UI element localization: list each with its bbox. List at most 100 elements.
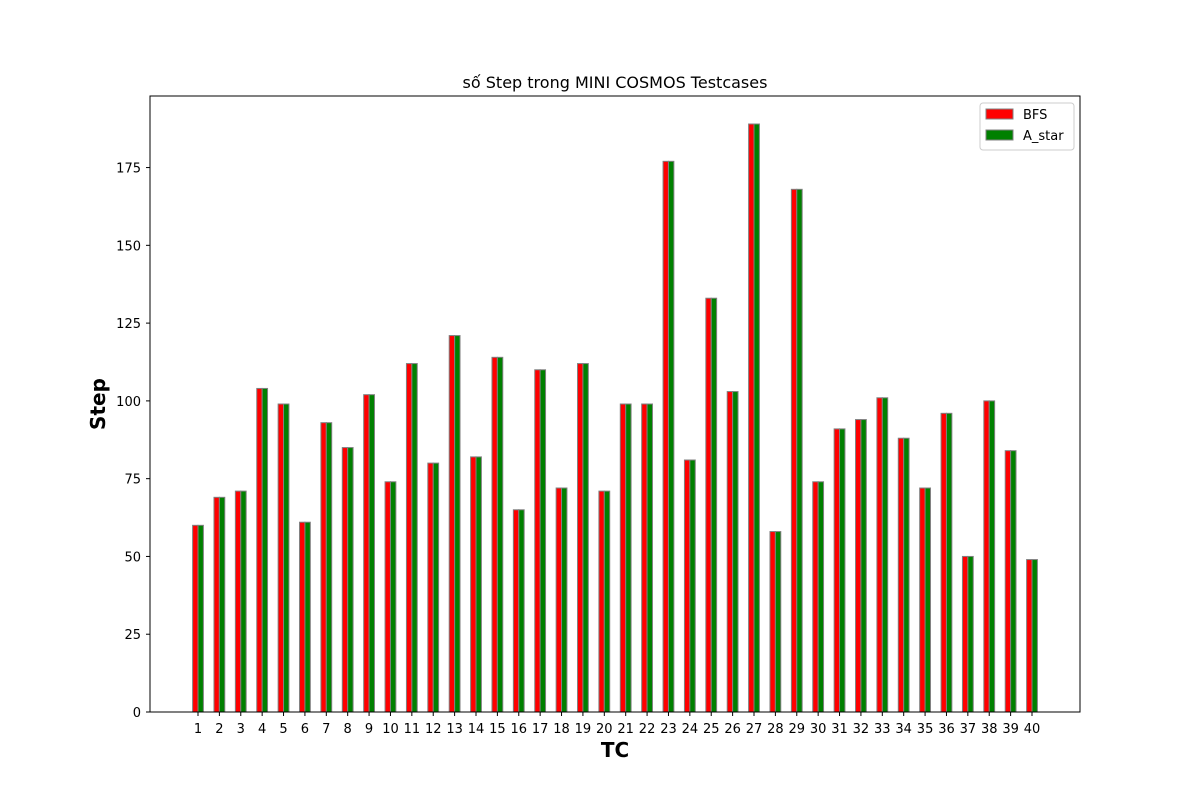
- bar-bfs-30: [812, 481, 819, 713]
- bar-a-star-1: [197, 524, 204, 713]
- y-tick-label: 125: [116, 317, 141, 332]
- x-tick-label: 11: [404, 722, 421, 737]
- x-tick-label: 34: [895, 722, 912, 737]
- x-tick-label: 6: [301, 722, 309, 737]
- bar-bfs-38: [983, 400, 990, 713]
- x-tick-label: 33: [874, 722, 891, 737]
- bar-bfs-17: [534, 369, 541, 713]
- bar-bfs-6: [299, 521, 306, 713]
- x-axis-ticks: 1 2 3 4 5 6 7 8 9 10 11 12 13 14 15 16 17 18 19 20 21 22 23 24 2…: [194, 712, 1040, 737]
- x-tick-label: 5: [279, 722, 287, 737]
- x-tick-label: 12: [425, 722, 442, 737]
- x-tick-label: 27: [746, 722, 763, 737]
- y-tick-label: 175: [116, 162, 141, 177]
- bar-bfs-39: [1004, 450, 1012, 713]
- x-tick-label: 4: [258, 722, 266, 737]
- bar-a-star-19: [582, 363, 589, 713]
- bar-a-star-20: [603, 490, 611, 713]
- x-tick-label: 3: [237, 722, 245, 737]
- x-tick-label: 32: [853, 722, 870, 737]
- bar-bfs-8: [341, 447, 349, 713]
- bar-bfs-36: [940, 412, 947, 713]
- bar-bfs-24: [683, 459, 691, 713]
- bar-a-star-39: [1010, 450, 1017, 713]
- x-axis-title: TC: [601, 738, 629, 762]
- bar-bfs-21: [619, 403, 627, 713]
- bar-bfs-3: [234, 490, 242, 713]
- x-tick-label: 2: [215, 722, 223, 737]
- bar-a-star-8: [347, 447, 354, 713]
- bar-a-star-4: [261, 387, 269, 713]
- y-tick-label: 100: [116, 395, 141, 410]
- x-tick-label: 26: [724, 722, 741, 737]
- bar-bfs-35: [919, 487, 926, 713]
- plot-frame: [149, 95, 1081, 713]
- y-tick-label: 25: [124, 628, 141, 643]
- bar-a-star-18: [561, 487, 568, 713]
- x-tick-label: 38: [981, 722, 998, 737]
- x-tick-label: 24: [682, 722, 699, 737]
- legend: BFS A_star: [979, 102, 1075, 151]
- y-tick-label: 0: [133, 706, 141, 721]
- bar-a-star-15: [496, 356, 504, 713]
- x-tick-label: 9: [365, 722, 373, 737]
- bar-bfs-28: [769, 531, 776, 713]
- x-tick-label: 30: [810, 722, 827, 737]
- bar-a-star-16: [518, 509, 525, 713]
- x-tick-label: 1: [194, 722, 202, 737]
- x-tick-label: 19: [575, 722, 592, 737]
- bar-bfs-1: [192, 524, 199, 713]
- x-tick-label: 28: [767, 722, 784, 737]
- bar-bfs-5: [277, 403, 285, 713]
- legend-swatch-bfs: [985, 108, 1014, 120]
- x-tick-label: 25: [703, 722, 720, 737]
- bar-a-star-29: [796, 188, 803, 713]
- bar-a-star-31: [839, 428, 846, 713]
- x-tick-label: 8: [344, 722, 352, 737]
- x-tick-label: 7: [322, 722, 330, 737]
- bar-a-star-10: [389, 481, 397, 713]
- bar-a-star-36: [945, 412, 953, 713]
- x-tick-label: 17: [532, 722, 549, 737]
- bar-bfs-33: [876, 397, 883, 713]
- bar-a-star-38: [988, 400, 996, 713]
- x-tick-label: 13: [446, 722, 463, 737]
- bar-a-star-26: [732, 391, 739, 713]
- bar-a-star-35: [924, 487, 931, 713]
- x-tick-label: 23: [660, 722, 677, 737]
- bar-bfs-40: [1026, 559, 1033, 713]
- bar-a-star-23: [667, 160, 675, 713]
- bar-a-star-30: [817, 481, 825, 713]
- bar-bfs-15: [491, 356, 498, 713]
- legend-label-a-star: A_star: [1023, 129, 1064, 144]
- bar-bfs-31: [833, 428, 841, 713]
- legend-swatch-a-star: [985, 129, 1014, 141]
- bar-a-star-7: [325, 422, 333, 713]
- bar-bfs-34: [897, 437, 905, 713]
- bar-a-star-22: [646, 403, 653, 713]
- bar-bfs-12: [427, 462, 434, 713]
- bar-a-star-40: [1031, 559, 1038, 713]
- bar-bfs-25: [705, 297, 712, 713]
- bar-bfs-27: [748, 123, 755, 713]
- bar-bfs-32: [855, 419, 862, 713]
- x-tick-label: 36: [938, 722, 955, 737]
- bar-a-star-14: [475, 456, 482, 713]
- x-tick-label: 29: [788, 722, 805, 737]
- chart-title: số Step trong MINI COSMOS Testcases: [463, 73, 768, 92]
- bar-a-star-17: [539, 369, 547, 713]
- bar-bfs-29: [790, 188, 798, 713]
- bar-a-star-9: [368, 394, 375, 713]
- bar-bfs-37: [961, 555, 969, 713]
- y-tick-label: 75: [124, 473, 141, 488]
- bar-bfs-22: [641, 403, 648, 713]
- x-tick-label: 20: [596, 722, 613, 737]
- y-tick-label: 150: [116, 239, 141, 254]
- bar-a-star-25: [710, 297, 718, 713]
- bar-bfs-9: [363, 394, 370, 713]
- bar-bfs-11: [405, 363, 413, 713]
- bar-a-star-3: [240, 490, 247, 713]
- x-tick-label: 18: [553, 722, 570, 737]
- bar-bfs-2: [213, 496, 220, 713]
